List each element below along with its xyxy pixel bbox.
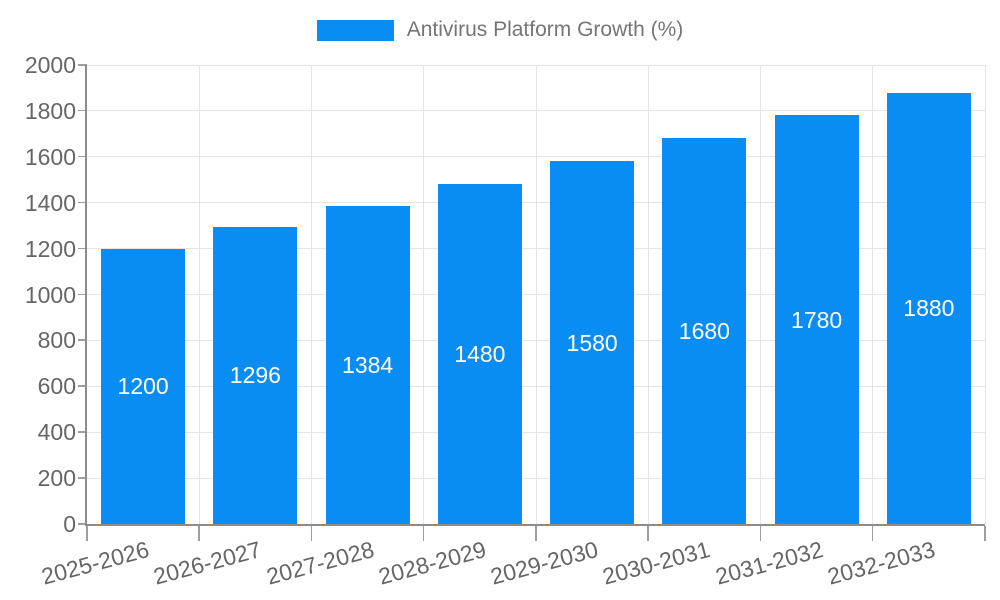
x-axis-tick (422, 526, 425, 541)
x-axis-label: 2031-2032 (712, 536, 826, 590)
x-axis-tick (871, 526, 874, 541)
bar[interactable]: 1480 (437, 184, 522, 524)
y-axis-label: 600 (37, 373, 76, 400)
gridline-vertical (535, 65, 537, 524)
bar-value-label: 1480 (454, 341, 506, 368)
x-axis-label: 2030-2031 (600, 536, 714, 590)
gridline-vertical (311, 65, 312, 524)
legend-swatch (316, 19, 394, 41)
bar[interactable]: 1880 (886, 92, 971, 524)
y-axis-label: 1400 (24, 189, 76, 216)
x-axis-label: 2028-2029 (375, 536, 489, 590)
x-axis-line (85, 524, 985, 526)
y-axis-tick (78, 477, 87, 479)
x-axis-label: 2029-2030 (487, 536, 601, 590)
y-axis-line (85, 65, 87, 524)
x-axis-label: 2027-2028 (263, 536, 377, 590)
x-axis-tick (984, 526, 986, 541)
y-axis-tick (78, 431, 87, 433)
bar[interactable]: 1200 (101, 248, 186, 524)
y-axis-tick (78, 64, 87, 66)
bar[interactable]: 1580 (550, 161, 635, 524)
y-axis-label: 2000 (24, 52, 76, 78)
bar-value-label: 1384 (342, 352, 394, 379)
y-axis-label: 1800 (24, 97, 76, 124)
x-axis-tick (86, 526, 88, 541)
y-axis-tick (78, 385, 87, 387)
y-axis-tick (78, 247, 87, 250)
x-axis-tick (647, 526, 649, 541)
legend: Antivirus Platform Growth (%) (0, 18, 1000, 42)
bar-value-label: 1780 (791, 306, 843, 333)
y-axis-label: 1000 (24, 281, 76, 308)
bar-value-label: 1580 (566, 329, 618, 356)
x-axis-label: 2026-2027 (151, 536, 265, 590)
y-axis-tick (78, 109, 87, 112)
bar-value-label: 1296 (229, 362, 281, 389)
gridline-vertical (647, 65, 649, 524)
y-axis-label: 0 (63, 511, 76, 537)
x-axis-label: 2025-2026 (38, 536, 152, 590)
gridline-vertical (760, 65, 761, 524)
bar[interactable]: 1680 (662, 138, 747, 524)
bar[interactable]: 1384 (325, 206, 410, 524)
y-axis-label: 200 (37, 465, 76, 492)
x-axis-label: 2032-2033 (824, 536, 938, 590)
y-axis-tick (78, 339, 87, 341)
y-axis-tick (78, 293, 87, 295)
bar-value-label: 1200 (117, 373, 169, 400)
y-axis-label: 1600 (24, 143, 76, 170)
bar-value-label: 1680 (678, 318, 730, 345)
legend-label: Antivirus Platform Growth (%) (406, 18, 684, 41)
gridline-vertical (872, 65, 874, 524)
legend-item[interactable]: Antivirus Platform Growth (%) (316, 18, 684, 42)
x-axis-tick (198, 526, 200, 541)
y-axis-tick (78, 201, 87, 204)
y-axis-label: 1200 (24, 235, 76, 262)
bar[interactable]: 1780 (774, 115, 859, 524)
bar[interactable]: 1296 (213, 226, 298, 524)
y-axis-tick (78, 523, 87, 525)
gridline-vertical (984, 65, 986, 524)
y-axis-label: 400 (37, 419, 76, 446)
x-axis-tick (535, 526, 537, 541)
y-axis-tick (78, 155, 87, 158)
y-axis-label: 800 (37, 327, 76, 354)
bar-value-label: 1880 (903, 295, 955, 322)
x-axis-tick (759, 526, 761, 541)
x-axis-tick (310, 526, 312, 541)
gridline-vertical (198, 65, 200, 524)
gridline-vertical (423, 65, 425, 524)
